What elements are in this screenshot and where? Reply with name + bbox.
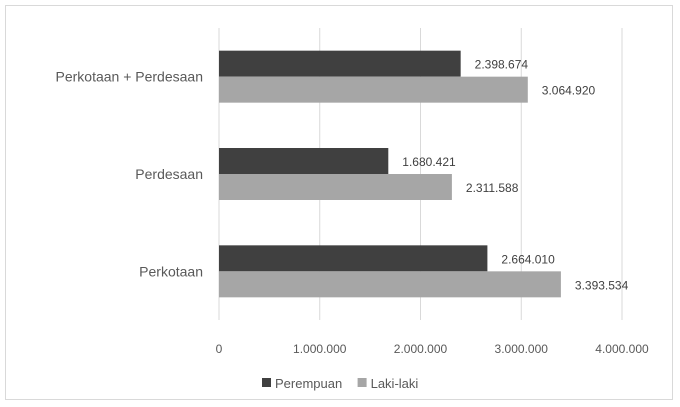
legend-swatch — [357, 378, 367, 387]
category-label: Perdesaan — [135, 166, 203, 182]
data-label: 2.311.588 — [466, 181, 519, 195]
bars: 2.398.674 3.064.920 1.680.421 2.311.588 2.66… — [219, 50, 629, 298]
legend: Perempuan Laki-laki — [262, 376, 418, 391]
data-label: 3.393.534 — [575, 278, 629, 292]
category-label: Perkotaan + Perdesaan — [56, 69, 204, 85]
x-tick-label: 2.000.000 — [394, 342, 448, 356]
x-tick-label: 3.000.000 — [495, 342, 549, 356]
legend-label: Perempuan — [275, 376, 342, 391]
bar-perempuan — [219, 245, 488, 272]
data-label: 1.680.421 — [402, 155, 456, 169]
bar-laki-laki — [219, 76, 528, 103]
legend-label: Laki-laki — [371, 376, 419, 391]
x-tick-label: 1.000.000 — [293, 342, 347, 356]
category-label: Perkotaan — [139, 263, 203, 279]
bar-perempuan — [219, 50, 461, 77]
bar-perempuan — [219, 148, 389, 174]
x-tick-label: 4.000.000 — [595, 342, 649, 356]
x-tick-label: 0 — [216, 342, 223, 356]
data-label: 2.398.674 — [475, 58, 529, 72]
bar-laki-laki — [219, 271, 561, 298]
data-label: 3.064.920 — [542, 84, 596, 98]
data-label: 2.664.010 — [501, 252, 555, 266]
legend-swatch — [262, 378, 271, 387]
bar-laki-laki — [219, 174, 452, 200]
axes: 0 1.000.000 2.000.000 3.000.000 4.000.000 Per… — [56, 69, 650, 356]
